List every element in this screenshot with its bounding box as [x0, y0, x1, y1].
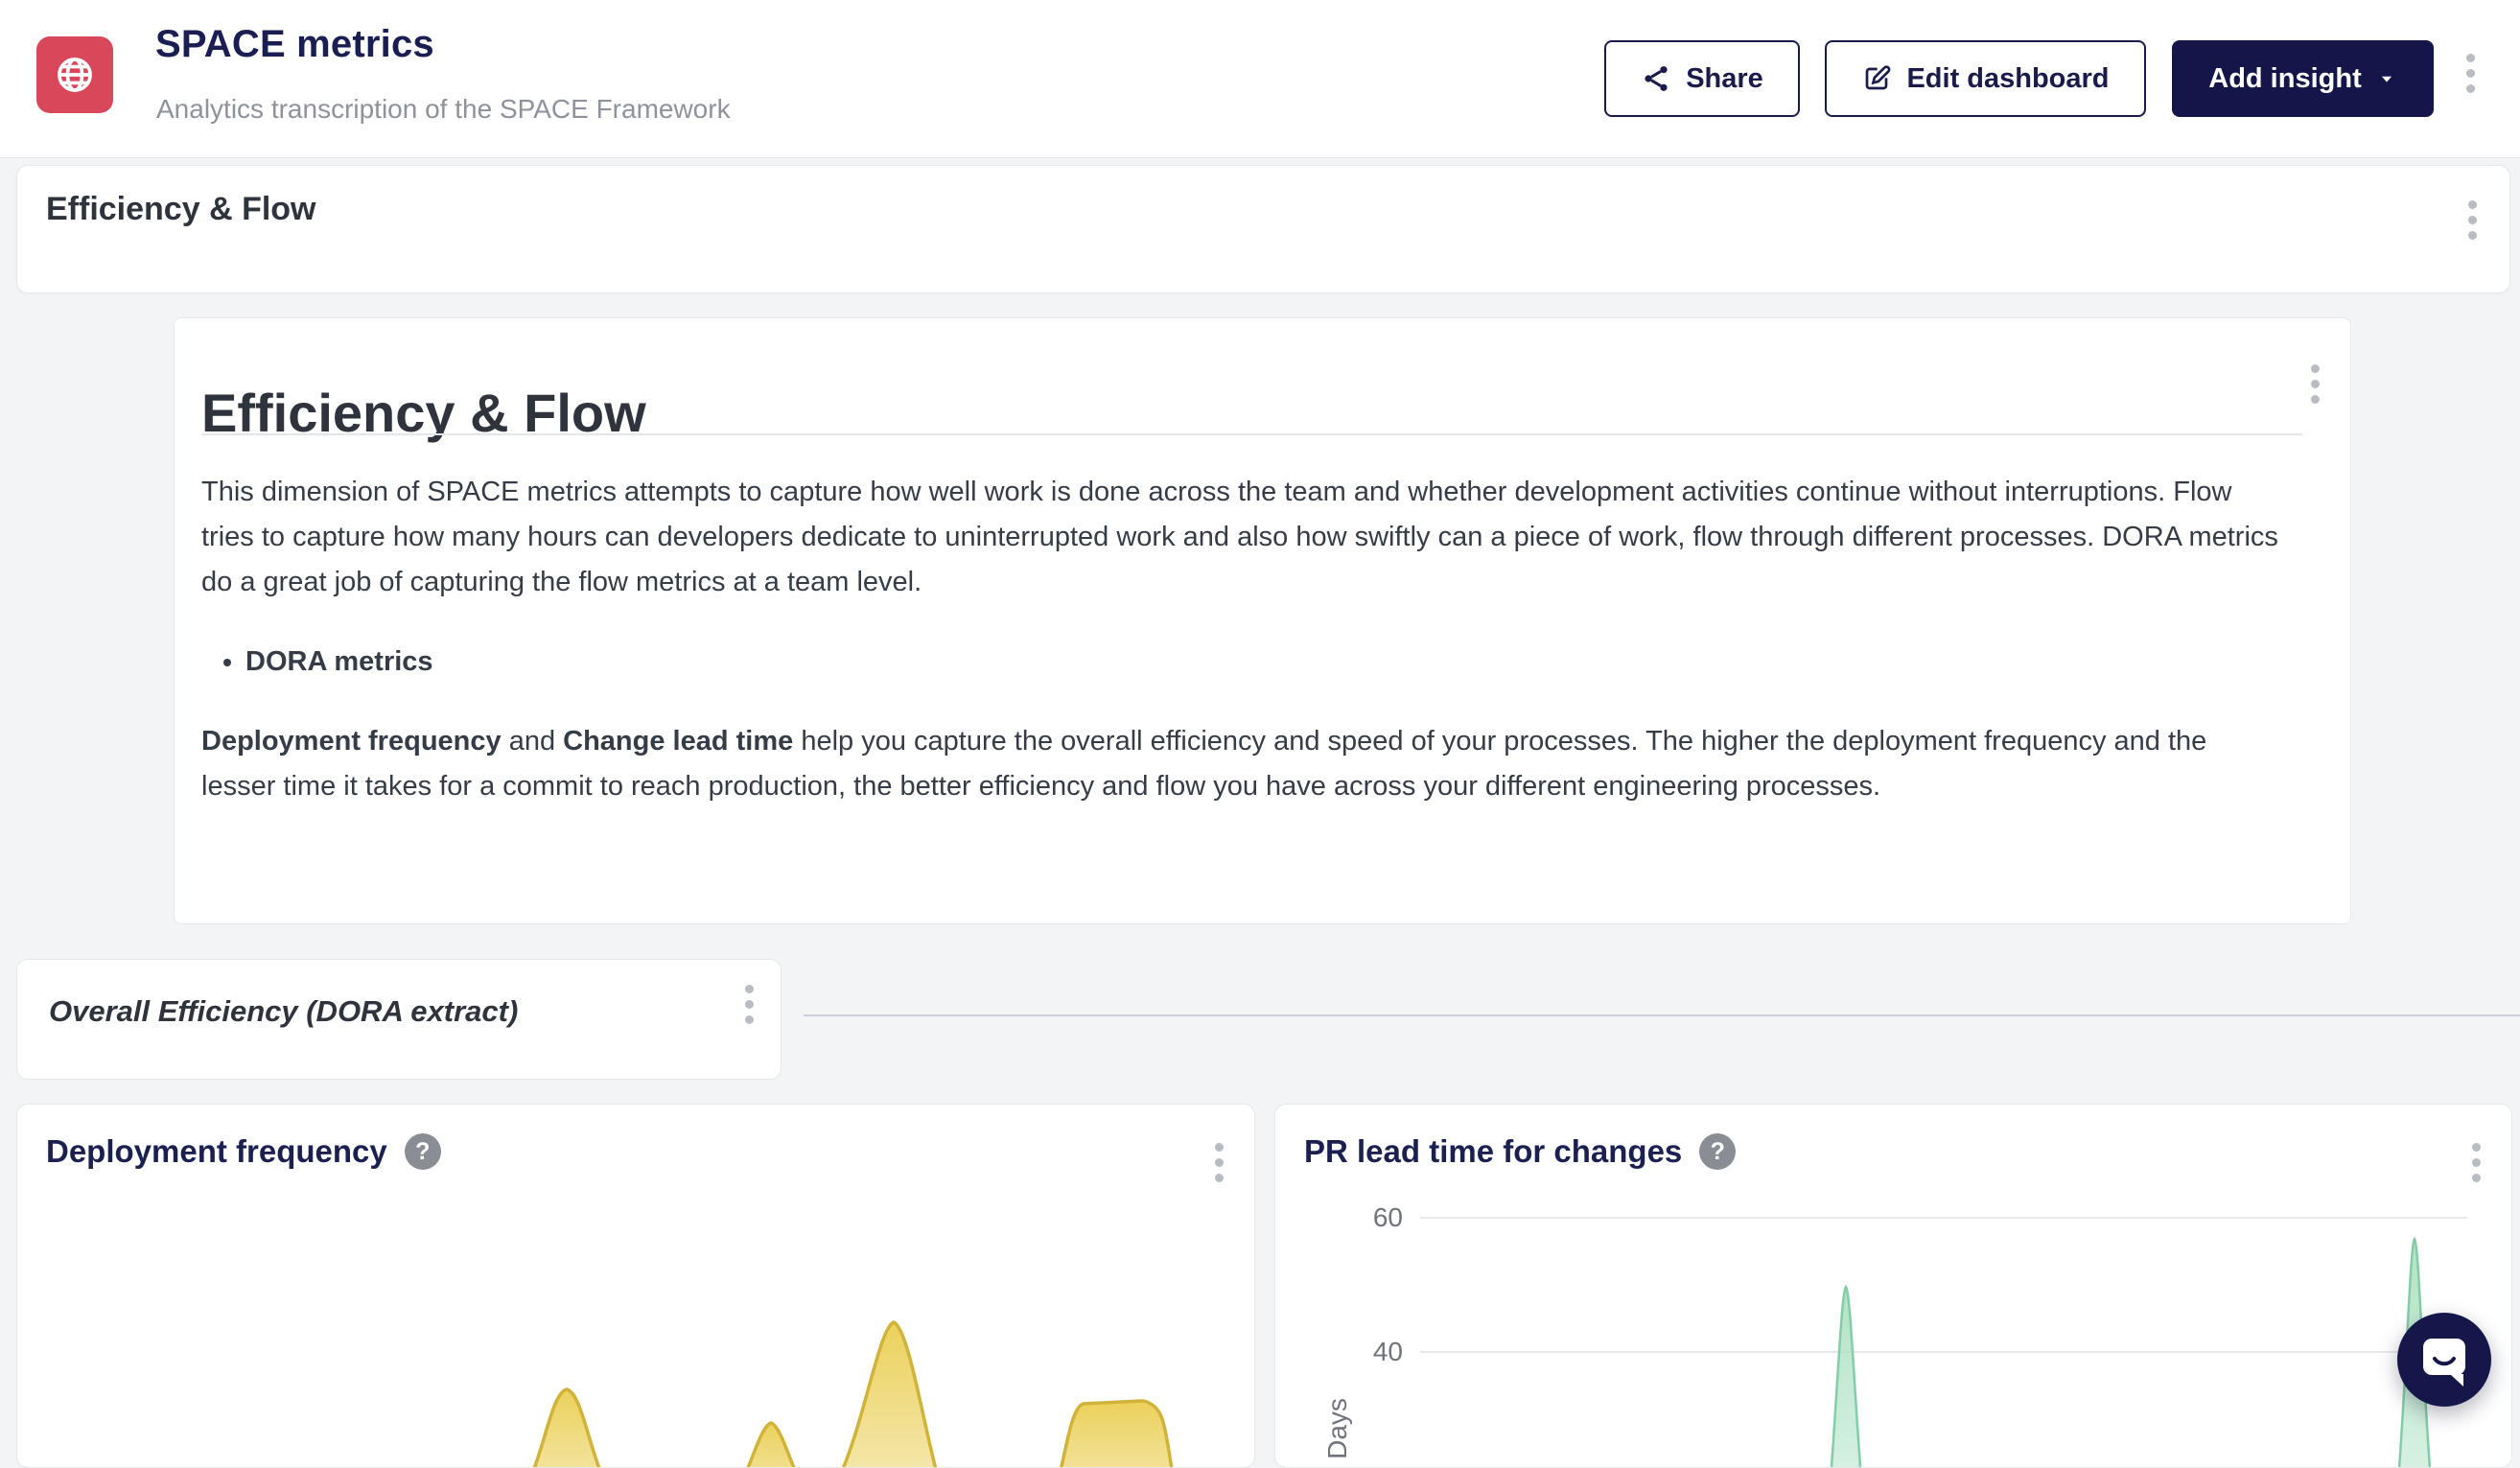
dashboard-more-options-button[interactable]	[2462, 50, 2479, 97]
chat-widget-button[interactable]	[2397, 1313, 2491, 1407]
dora-extract-card: Overall Efficiency (DORA extract)	[16, 959, 782, 1080]
share-icon	[1641, 63, 1671, 94]
share-button[interactable]: Share	[1604, 40, 1800, 117]
chat-bubble-icon	[2417, 1332, 2471, 1387]
share-label: Share	[1686, 62, 1763, 94]
top-bar: SPACE metrics Analytics transcription of…	[0, 0, 2520, 158]
y-tick-40: 40	[1372, 1337, 1403, 1366]
text-tile-more-options-button[interactable]	[2307, 361, 2323, 408]
text-tile-body: This dimension of SPACE metrics attempts…	[201, 470, 2282, 809]
add-insight-label: Add insight	[2208, 62, 2362, 94]
dora-extract-title: Overall Efficiency (DORA extract)	[49, 994, 519, 1028]
edit-dashboard-label: Edit dashboard	[1906, 62, 2110, 94]
deployment-frequency-area-chart[interactable]	[17, 1276, 1255, 1468]
pr-more-options-button[interactable]	[2468, 1139, 2485, 1186]
edit-dashboard-button[interactable]: Edit dashboard	[1825, 40, 2146, 117]
dashboard-title: SPACE metrics	[155, 23, 434, 65]
dora-more-options-button[interactable]	[741, 981, 758, 1028]
text-paragraph-1: This dimension of SPACE metrics attempts…	[201, 477, 2278, 597]
paragraph-2-join: and	[501, 726, 564, 757]
pr-chart-title[interactable]: PR lead time for changes	[1304, 1133, 1683, 1169]
deployment-chart-title[interactable]: Deployment frequency	[46, 1133, 387, 1169]
text-paragraph-2: Deployment frequency and Change lead tim…	[201, 719, 2282, 809]
section-header-card: Efficiency & Flow	[16, 165, 2510, 293]
dashboard-logo	[36, 36, 113, 113]
add-insight-button[interactable]: Add insight	[2172, 40, 2434, 117]
dashboard-subtitle: Analytics transcription of the SPACE Fra…	[156, 94, 731, 124]
bold-change-lead-time: Change lead time	[563, 726, 794, 757]
help-icon[interactable]: ?	[404, 1133, 441, 1170]
section-more-options-button[interactable]	[2464, 197, 2481, 244]
y-tick-60: 60	[1372, 1202, 1403, 1232]
text-tile-heading: Efficiency & Flow	[201, 382, 646, 443]
pr-lead-time-card: PR lead time for changes ? 60 40 Days	[1274, 1104, 2512, 1468]
deployment-frequency-card: Deployment frequency ?	[16, 1104, 1255, 1468]
paragraph-2-rest: help you capture the overall efficiency …	[201, 726, 2207, 802]
deployment-more-options-button[interactable]	[1211, 1139, 1227, 1186]
text-tile-card: Efficiency & Flow This dimension of SPAC…	[174, 317, 2351, 924]
pr-lead-time-area-chart[interactable]	[1275, 1105, 2512, 1468]
caret-down-icon	[2376, 68, 2397, 89]
heading-divider	[201, 433, 2302, 435]
divider-line	[804, 1014, 2520, 1016]
bullet-list: DORA metrics	[201, 640, 2282, 685]
pr-chart-title-row: PR lead time for changes ?	[1304, 1133, 1737, 1170]
edit-icon	[1861, 63, 1892, 94]
globe-icon	[53, 53, 97, 97]
bold-deployment-frequency: Deployment frequency	[201, 726, 502, 757]
y-axis-label: Days	[1322, 1398, 1352, 1459]
deployment-chart-title-row: Deployment frequency ?	[46, 1133, 441, 1170]
section-title: Efficiency & Flow	[46, 191, 316, 227]
bullet-item-dora-metrics: DORA metrics	[245, 640, 2282, 685]
help-icon[interactable]: ?	[1699, 1133, 1737, 1170]
